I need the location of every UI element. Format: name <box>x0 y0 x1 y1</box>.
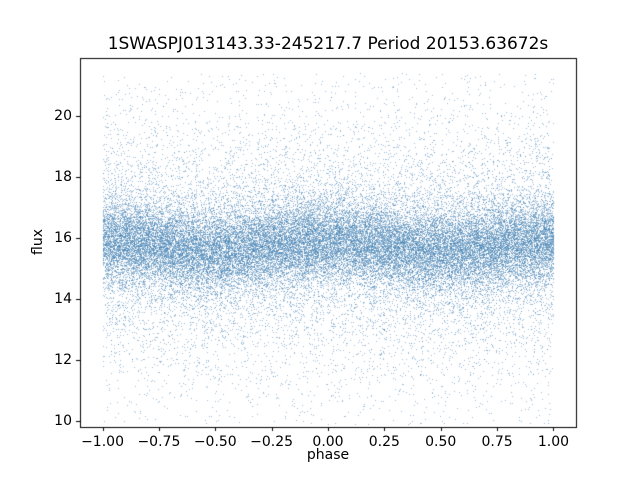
y-tick-label: 16 <box>54 229 72 246</box>
y-tick-label: 14 <box>54 290 72 307</box>
x-tick-label: 0.50 <box>425 434 457 450</box>
x-axis-label: phase <box>306 447 350 463</box>
x-tick-label: −0.25 <box>250 434 294 450</box>
x-tick-label: −0.75 <box>137 434 181 450</box>
x-tick-label: 0.25 <box>368 434 400 450</box>
x-tick-label: −1.00 <box>81 434 124 450</box>
y-tick-label: 10 <box>54 412 72 429</box>
y-tick-label: 18 <box>54 168 72 185</box>
x-tick-label: 1.00 <box>537 434 570 450</box>
x-tick-label: 0.00 <box>312 434 344 450</box>
y-tick-label: 12 <box>54 351 72 368</box>
y-tick-label: 20 <box>54 107 72 124</box>
x-tick-label: 0.75 <box>481 434 513 450</box>
chart-title: 1SWASPJ013143.33-245217.7 Period 20153.6… <box>107 34 549 54</box>
x-tick-label: −0.50 <box>193 434 237 450</box>
